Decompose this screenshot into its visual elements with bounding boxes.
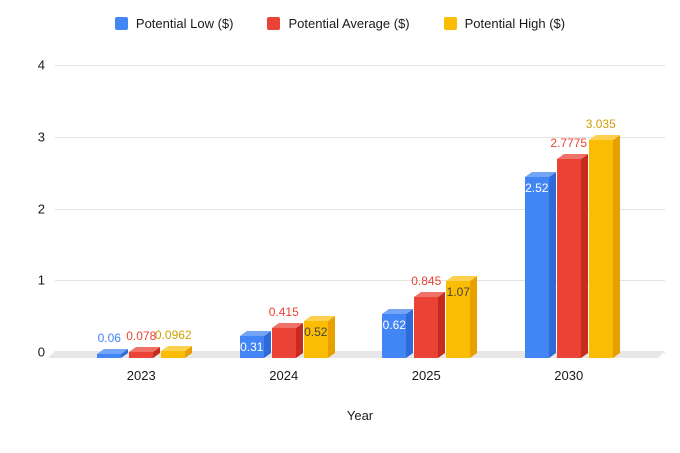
y-tick-label: 1: [37, 272, 45, 288]
legend-swatch-icon: [114, 17, 128, 30]
bar-side-face: [548, 172, 556, 358]
gridline: [55, 136, 665, 138]
bar-value-label: 2.52: [525, 181, 549, 196]
y-tick-label: 4: [37, 57, 45, 73]
bar-value-label: 3.035: [585, 117, 616, 132]
legend-swatch-icon: [443, 17, 457, 30]
bar-potential-low-2025: 0.62: [382, 308, 414, 358]
bar-value-label: 0.62: [382, 317, 406, 332]
bar-side-face: [612, 135, 620, 358]
legend-item-potential-high: Potential High ($): [443, 16, 566, 31]
y-tick-label: 2: [37, 201, 45, 216]
gridline: [55, 208, 665, 210]
x-axis-title: Year: [346, 408, 374, 423]
legend-label: Potential Low ($): [135, 16, 234, 31]
bar-side-face: [406, 308, 414, 358]
bar-value-label: 0.52: [304, 324, 328, 339]
bar-potential-average-2030: 2.7775: [550, 136, 588, 358]
bar-front-face: [239, 335, 264, 358]
bar-front-face: [588, 140, 613, 358]
legend-swatch-icon: [267, 17, 281, 30]
bar-value-label: 2.7775: [550, 135, 588, 150]
legend: Potential Low ($) Potential Average ($) Po…: [0, 16, 680, 31]
bar-potential-low-2023: 0.06: [97, 331, 129, 358]
bar-side-face: [580, 153, 588, 358]
bar-front-face: [97, 353, 122, 358]
bar-front-face: [382, 313, 407, 358]
bar-side-face: [327, 315, 335, 358]
bar-side-face: [295, 323, 303, 358]
bar-value-label: 0.0962: [154, 328, 192, 343]
bar-value-label: 0.845: [411, 274, 442, 289]
bar-front-face: [271, 328, 296, 358]
bar-value-label: 1.07: [446, 285, 470, 300]
x-tick-label-2030: 2030: [554, 368, 584, 383]
gridline: [55, 280, 665, 282]
bar-front-face: [556, 158, 581, 358]
bar-value-label: 0.31: [240, 339, 264, 354]
x-tick-label-2024: 2024: [269, 368, 299, 383]
plot-area: 0 1 2 3 4 0.06 0.31 0.62 2.52 0.078 0.415 0.845 2.77…: [38, 58, 665, 383]
bar-potential-average-2024: 0.415: [269, 305, 303, 358]
bar-front-face: [129, 352, 154, 358]
bar-front-face: [446, 281, 471, 358]
legend-label: Potential High ($): [464, 16, 566, 31]
bar-potential-high-2030: 3.035: [586, 117, 620, 358]
bar-value-label: 0.078: [126, 329, 157, 344]
bar-potential-high-2025: 1.07: [446, 276, 478, 358]
bar-value-label: 0.06: [97, 330, 121, 345]
bar-value-label: 0.415: [268, 305, 299, 320]
bar-potential-high-2023: 0.0962: [155, 328, 193, 358]
gridline: [55, 65, 665, 66]
legend-item-potential-average: Potential Average ($): [267, 16, 410, 31]
bar-front-face: [524, 177, 549, 358]
y-tick-label: 3: [37, 129, 45, 145]
x-tick-label-2023: 2023: [126, 368, 156, 383]
bar-potential-high-2024: 0.52: [303, 315, 335, 358]
bar-side-face: [438, 292, 446, 358]
x-tick-label-2025: 2025: [411, 368, 441, 383]
legend-label: Potential Average ($): [288, 16, 410, 31]
bar-front-face: [414, 297, 439, 358]
bar-side-face: [470, 276, 478, 358]
y-tick-label: 0: [37, 344, 45, 360]
bar-front-face: [303, 320, 328, 358]
bar-potential-low-2030: 2.52: [524, 172, 556, 358]
bar-potential-average-2025: 0.845: [411, 274, 446, 358]
bar-potential-average-2023: 0.078: [126, 329, 161, 358]
bar-front-face: [161, 351, 186, 358]
bar-potential-low-2024: 0.31: [239, 330, 271, 358]
legend-item-potential-low: Potential Low ($): [114, 16, 234, 31]
